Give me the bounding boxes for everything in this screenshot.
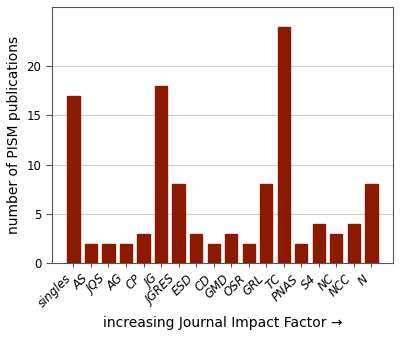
Bar: [208, 244, 220, 263]
Bar: [365, 184, 378, 263]
Bar: [242, 244, 255, 263]
Bar: [348, 224, 360, 263]
X-axis label: increasing Journal Impact Factor →: increasing Journal Impact Factor →: [103, 316, 342, 330]
Y-axis label: number of PISM publications: number of PISM publications: [7, 36, 21, 234]
Bar: [138, 234, 150, 263]
Bar: [225, 234, 237, 263]
Bar: [278, 27, 290, 263]
Bar: [190, 234, 202, 263]
Bar: [102, 244, 115, 263]
Bar: [295, 244, 308, 263]
Bar: [155, 86, 167, 263]
Bar: [67, 96, 80, 263]
Bar: [260, 184, 272, 263]
Bar: [172, 184, 185, 263]
Bar: [313, 224, 325, 263]
Bar: [120, 244, 132, 263]
Bar: [85, 244, 97, 263]
Bar: [330, 234, 342, 263]
